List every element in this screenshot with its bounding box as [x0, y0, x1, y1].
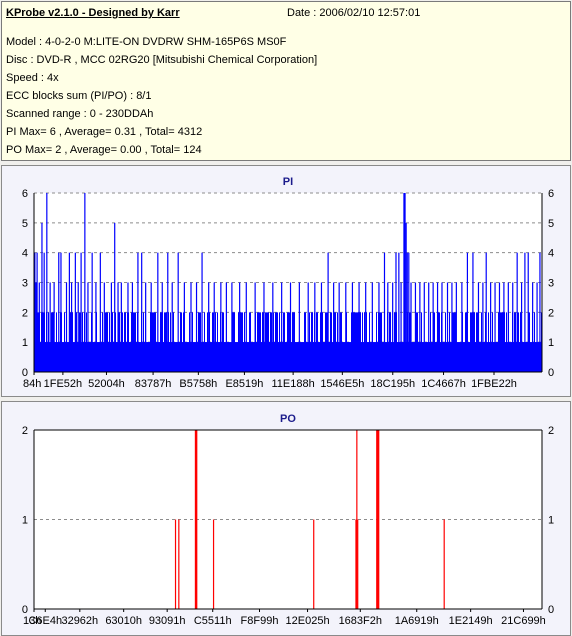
scan-date: Date : 2006/02/10 12:57:01 [287, 7, 421, 19]
y-tick-label-left: 0 [22, 367, 28, 379]
disc-info: Disc : DVD-R , MCC 02RG20 [Mitsubishi Ch… [6, 54, 318, 66]
x-tick-label: C5511h [194, 615, 232, 627]
po-stats: PO Max= 2 , Average= 0.00 , Total= 124 [6, 144, 202, 156]
pi-chart: PI 0 0 1 1 2 2 3 3 4 4 5 5 6 6 84h 1FE52h 52004h 83787h B57… [22, 176, 554, 390]
x-tick-label: 1546E5h [320, 378, 364, 390]
app-title: KProbe v2.1.0 - Designed by Karr [6, 7, 180, 19]
x-tick-label: 21C699h [501, 615, 546, 627]
x-tick-label: 13h [23, 615, 41, 627]
pi-chart-panel: PI 0 0 1 1 2 2 3 3 4 4 5 5 6 6 84h 1FE52h 52004h 83787h B57… [1, 165, 571, 397]
y-tick-label-right: 4 [548, 248, 554, 260]
po-series [174, 430, 445, 609]
y-tick-label-right: 5 [548, 218, 554, 230]
x-tick-label: 11E188h [272, 378, 315, 390]
y-tick-label-left: 4 [22, 248, 28, 260]
scanned-range: Scanned range : 0 - 230DDAh [6, 108, 154, 120]
po-chart-panel: PO 0 0 1 1 2 2 13h C6E4h 32962h 63010h 93091h C5511h… [1, 401, 571, 636]
x-tick-label: C6E4h [28, 615, 62, 627]
x-tick-label: 12E025h [286, 615, 330, 627]
y-tick-label-left: 2 [22, 307, 28, 319]
x-tick-label: 1FE52h [44, 378, 83, 390]
y-tick-label-left: 5 [22, 218, 28, 230]
y-tick-label-right: 3 [548, 278, 554, 290]
x-tick-label: 1683F2h [339, 615, 382, 627]
info-panel: KProbe v2.1.0 - Designed by Karr Date : … [1, 1, 571, 161]
y-tick-label-right: 0 [548, 367, 554, 379]
x-tick-label: 1C4667h [421, 378, 466, 390]
y-tick-label-right: 1 [548, 515, 554, 527]
pi-base-band [34, 342, 542, 372]
y-tick-label-left: 1 [22, 337, 28, 349]
x-tick-label: 18C195h [370, 378, 415, 390]
speed-info: Speed : 4x [6, 72, 59, 84]
ecc-sum: ECC blocks sum (PI/PO) : 8/1 [6, 90, 152, 102]
y-tick-label-right: 1 [548, 337, 554, 349]
y-tick-label-left: 0 [22, 604, 28, 616]
x-tick-label: 84h [23, 378, 41, 390]
y-tick-label-left: 2 [22, 425, 28, 437]
chart-title: PI [283, 176, 293, 188]
x-tick-label: 52004h [88, 378, 125, 390]
y-tick-label-right: 2 [548, 425, 554, 437]
x-tick-label: E8519h [225, 378, 263, 390]
y-tick-label-left: 6 [22, 188, 28, 200]
y-tick-label-left: 1 [22, 515, 28, 527]
x-tick-label: F8F99h [241, 615, 279, 627]
y-tick-label-left: 3 [22, 278, 28, 290]
x-tick-label: 83787h [135, 378, 172, 390]
pi-stats: PI Max= 6 , Average= 0.31 , Total= 4312 [6, 126, 203, 138]
y-tick-label-right: 2 [548, 307, 554, 319]
chart-title: PO [280, 413, 296, 425]
x-tick-label: B5758h [179, 378, 217, 390]
x-tick-label: 63010h [105, 615, 142, 627]
pi-peak-series [34, 193, 541, 372]
x-tick-label: 1A6919h [395, 615, 439, 627]
x-tick-label: 32962h [61, 615, 98, 627]
drive-model: Model : 4-0-2-0 M:LITE-ON DVDRW SHM-165P… [6, 36, 287, 48]
y-tick-label-right: 0 [548, 604, 554, 616]
y-tick-label-right: 6 [548, 188, 554, 200]
x-tick-label: 1E2149h [449, 615, 493, 627]
x-tick-label: 1FBE22h [471, 378, 517, 390]
x-tick-label: 93091h [149, 615, 186, 627]
